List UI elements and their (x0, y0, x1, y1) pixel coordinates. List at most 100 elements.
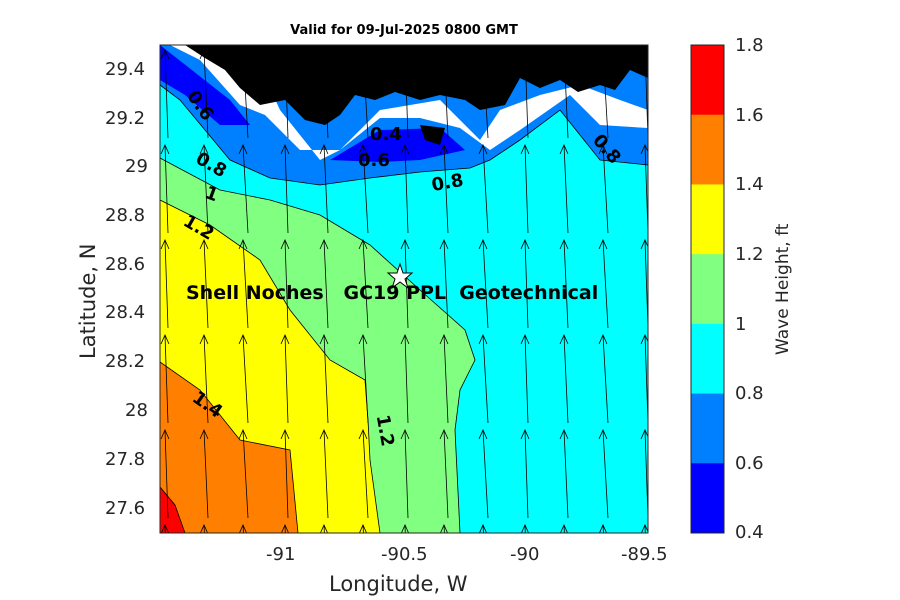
y-tick-label: 29.2 (105, 108, 146, 129)
wave-arrow (323, 429, 329, 519)
station-label: Shell Noches GC19 PPL Geotechnical (186, 282, 598, 304)
y-tick-label: 28.2 (105, 351, 146, 372)
wave-arrow-head (199, 429, 209, 440)
wave-arrow-head (358, 239, 368, 250)
wave-arrow (362, 239, 369, 329)
colorbar-segment (691, 184, 724, 255)
wave-arrow (482, 239, 489, 329)
band-1-6-1-8 (160, 487, 185, 533)
star-icon[interactable] (386, 262, 414, 290)
colorbar-segment (691, 45, 724, 116)
wave-arrow (323, 49, 329, 139)
wave-arrow (323, 239, 329, 329)
contour-label: 0.4 (370, 124, 402, 145)
colorbar (691, 45, 724, 534)
wave-arrow-head (280, 429, 290, 440)
x-axis-label: Longitude, W (329, 572, 468, 596)
wave-arrow (203, 144, 209, 234)
y-tick-label: 29 (125, 156, 148, 177)
wave-arrow (164, 49, 169, 139)
wave-arrow-head (598, 49, 608, 60)
wave-arrow-head (521, 524, 529, 533)
wave-arrow-head (400, 239, 410, 250)
wave-arrow (284, 334, 289, 424)
wave-arrow-head (439, 239, 449, 250)
y-tick-label: 27.8 (105, 449, 146, 470)
wave-arrow (563, 144, 569, 234)
wave-arrow-head (598, 239, 608, 250)
wave-arrow-head (478, 334, 488, 345)
wave-arrow-head (479, 524, 487, 533)
wave-arrow-head (160, 49, 170, 60)
wave-arrow-head (280, 239, 290, 250)
wave-arrow-head (200, 524, 208, 533)
wave-arrow (524, 49, 529, 139)
wave-arrow-head (478, 144, 488, 155)
wave-arrow-head (559, 49, 569, 60)
band-1-4-1-6 (160, 362, 298, 533)
y-tick-label: 28.8 (105, 205, 146, 226)
wave-arrow (323, 334, 329, 424)
wave-arrow-head (280, 144, 290, 155)
wave-arrow-head (598, 429, 608, 440)
wave-arrow-head (478, 49, 488, 60)
wave-arrow (323, 144, 329, 234)
wave-arrow-head (319, 334, 329, 345)
wave-arrow (203, 524, 205, 533)
colorbar-tick-label: 1.8 (735, 35, 764, 56)
wave-arrow-head (358, 429, 368, 440)
wave-arrow (284, 49, 289, 139)
wave-arrow-head (239, 524, 247, 533)
wave-arrow (404, 334, 409, 424)
contour-label: 0.6 (358, 150, 390, 171)
wave-arrow-head (520, 239, 530, 250)
wave-arrow (284, 239, 289, 329)
wave-arrow-head (559, 334, 569, 345)
wave-arrow-head (319, 49, 329, 60)
wave-arrow-head (358, 49, 368, 60)
wave-arrow-head (160, 334, 170, 345)
plot-title: Valid for 09-Jul-2025 0800 GMT (290, 23, 518, 38)
y-axis-label: Latitude, N (76, 243, 100, 360)
x-tick-label: -90 (510, 544, 540, 565)
colorbar-tick-label: 0.6 (735, 453, 764, 474)
y-tick-label: 28 (125, 400, 148, 421)
colorbar-tick-label: 1.6 (735, 105, 764, 126)
wave-arrow (443, 334, 449, 424)
wave-arrow-head (199, 144, 209, 155)
wave-arrow (404, 429, 409, 519)
wave-arrow (362, 334, 369, 424)
wave-arrow (602, 429, 609, 519)
wave-arrow-head (238, 429, 248, 440)
wave-arrow-head (160, 144, 170, 155)
colorbar-segment (691, 323, 724, 395)
wave-arrow-head (599, 524, 607, 533)
wave-arrow (362, 429, 369, 519)
wave-arrow-head (359, 524, 367, 533)
wave-arrow-head (400, 334, 410, 345)
wave-arrow (242, 144, 249, 234)
colorbar-tick-label: 0.8 (735, 383, 764, 404)
y-tick-label: 29.4 (105, 59, 146, 80)
wave-arrow-head (559, 239, 569, 250)
wave-arrow-head (160, 429, 170, 440)
wave-arrow (164, 239, 169, 329)
wave-arrow (404, 49, 409, 139)
wave-arrow-head (238, 334, 248, 345)
wave-arrow-head (440, 524, 448, 533)
colorbar-segment (691, 254, 724, 325)
wave-arrow (482, 429, 489, 519)
colorbar-tick-label: 1 (735, 314, 747, 335)
wave-arrow-head (478, 429, 488, 440)
wave-arrow (443, 239, 449, 329)
wave-arrow (242, 334, 249, 424)
wave-arrow-head (280, 334, 290, 345)
x-tick-label: -91 (266, 544, 296, 565)
colorbar-tick-label: 0.4 (735, 522, 764, 543)
contour-lines (160, 84, 648, 533)
wave-arrow-head (520, 49, 530, 60)
wave-arrow (164, 334, 169, 424)
wave-arrow (443, 144, 449, 234)
wave-arrow (323, 524, 325, 533)
